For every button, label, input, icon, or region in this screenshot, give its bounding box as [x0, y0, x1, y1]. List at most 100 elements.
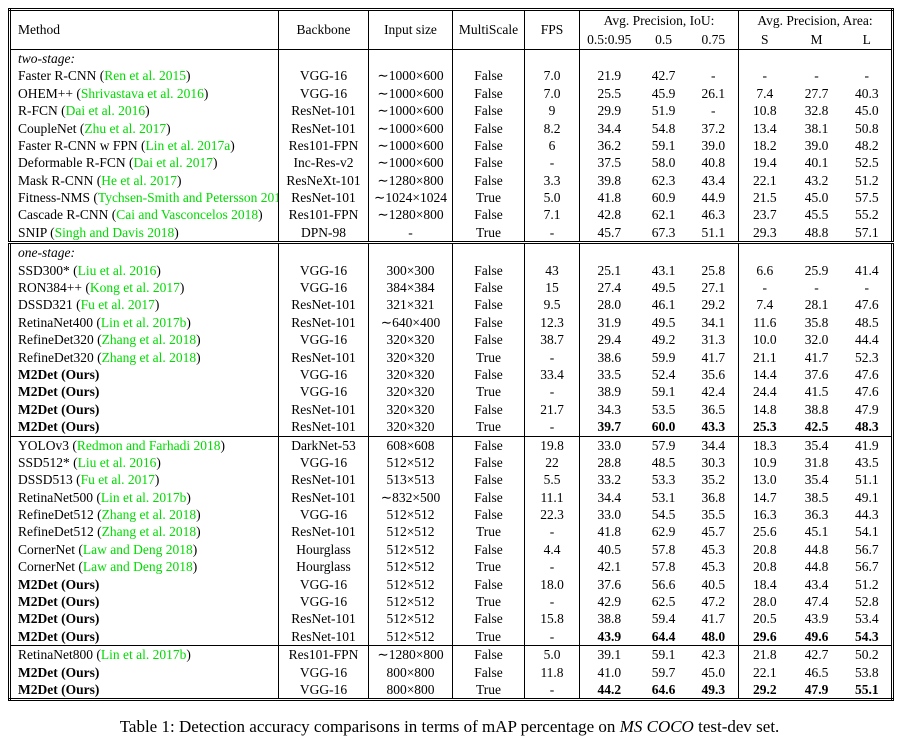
ap-iou-05-095-cell: 21.9 [579, 67, 639, 85]
citation-link[interactable]: He et al. 2017 [101, 172, 177, 188]
ap-iou-05-cell: 59.4 [651, 611, 676, 627]
multiscale-cell: True [452, 523, 525, 541]
fps-cell: - [524, 593, 580, 611]
ap-area-m-cell: 44.8 [804, 541, 829, 557]
fps-cell: 33.4 [524, 366, 580, 384]
backbone-cell: DPN-98 [278, 223, 369, 243]
citation-link[interactable]: Zhang et al. 2018 [101, 349, 197, 365]
citation-link[interactable]: Lin et al. 2017b [100, 314, 187, 330]
ap-area-s-cell: 25.6 [738, 523, 791, 541]
ap-area-s-cell: 29.6 [738, 627, 791, 646]
ap-area-m-cell: 45.5 [804, 207, 829, 223]
ap-iou-075-cell: 37.2 [701, 120, 726, 136]
ap-iou-075-cell: 45.3 [701, 559, 726, 575]
input-size-cell: ∼1000×600 [368, 119, 453, 137]
ap-area-m-cell: 49.6 [804, 628, 829, 644]
backbone-cell: ResNet-101 [278, 418, 369, 437]
citation-link[interactable]: Tychsen-Smith and Petersson 2018 [97, 190, 279, 206]
citation-link[interactable]: Fu et al. 2017 [80, 472, 155, 488]
table-row: Deformable R-FCN (Dai et al. 2017) Inc-Re… [10, 154, 893, 172]
citation-link[interactable]: Cai and Vasconcelos 2018 [116, 207, 259, 223]
backbone-cell: ResNet-101 [278, 400, 369, 419]
ap-area-l-cell: - [864, 68, 870, 84]
ap-iou-05-cell: 59.7 [651, 664, 676, 680]
input-size-cell: 384×384 [368, 279, 453, 297]
multiscale-cell: False [452, 313, 525, 332]
multiscale-cell: True [452, 681, 525, 700]
ap-iou-05-095-cell: 34.3 [579, 400, 639, 419]
citation-link[interactable]: Kong et al. 2017 [89, 280, 180, 296]
ap-area-l-cell: 41.4 [854, 262, 879, 278]
citation-link[interactable]: Liu et al. 2016 [77, 262, 157, 278]
citation-link[interactable]: Liu et al. 2016 [77, 454, 157, 470]
ap-iou-05-095-cell: 31.9 [579, 313, 639, 332]
col-header-area-m: M [790, 30, 843, 50]
section-label: two-stage: [18, 50, 75, 66]
caption-dataset-name: MS COCO [619, 717, 694, 737]
citation-link[interactable]: Zhang et al. 2018 [101, 507, 197, 523]
citation-link[interactable]: Law and Deng 2018 [82, 559, 193, 575]
backbone-cell: ResNet-101 [278, 296, 369, 314]
citation-link[interactable]: Law and Deng 2018 [82, 541, 193, 557]
citation-link[interactable]: Lin et al. 2017b [100, 647, 187, 663]
ap-iou-05-cell: 43.1 [651, 262, 676, 278]
caption-prefix: Table 1: Detection accuracy comparisons … [119, 717, 620, 737]
input-size-cell: 512×512 [368, 558, 453, 576]
ap-area-m-cell: 39.0 [804, 137, 829, 153]
table-row: M2Det (Ours) VGG-16 800×800 True -44.2 64.6 49… [10, 681, 893, 700]
backbone-cell: Hourglass [278, 540, 369, 559]
ap-area-m-cell: 43.4 [804, 576, 829, 592]
ap-area-s-cell: 21.1 [738, 348, 791, 367]
citation-link[interactable]: Redmon and Farhadi 2018 [76, 437, 221, 453]
ap-iou-05-cell: 53.3 [651, 472, 676, 488]
multiscale-cell: False [452, 575, 525, 594]
ap-area-m-cell: 46.5 [804, 664, 829, 680]
fps-cell: 38.7 [524, 331, 580, 349]
citation-link[interactable]: Zhang et al. 2018 [101, 524, 197, 540]
ap-iou-05-cell: 42.7 [651, 68, 676, 84]
citation-link[interactable]: Zhu et al. 2017 [84, 120, 167, 136]
ap-area-l-cell: 54.1 [854, 524, 879, 540]
ap-iou-05-cell: 49.2 [651, 332, 676, 348]
method-cell: M2Det (Ours) [18, 419, 100, 435]
citation-link[interactable]: Dai et al. 2016 [65, 103, 146, 119]
fps-cell: 11.1 [524, 488, 580, 507]
citation-link[interactable]: Lin et al. 2017b [100, 489, 187, 505]
table-row: RefineDet512 (Zhang et al. 2018) VGG-16 51… [10, 506, 893, 524]
empty-cell [790, 241, 843, 262]
citation-link[interactable]: Dai et al. 2017 [133, 155, 213, 171]
multiscale-cell: True [452, 418, 525, 437]
backbone-cell: Res101-FPN [278, 206, 369, 224]
fps-cell: 6 [524, 136, 580, 155]
table-row: RetinaNet500 (Lin et al. 2017b) ResNet-10… [10, 488, 893, 507]
col-header-area-l: L [842, 30, 893, 50]
ap-iou-05-095-cell: 44.2 [579, 681, 639, 700]
ap-iou-05-cell: 60.0 [651, 419, 676, 435]
empty-cell [452, 49, 525, 68]
ap-area-l-cell: 53.8 [854, 664, 879, 680]
group-header-precision-area: Avg. Precision, Area: [738, 9, 893, 30]
citation-link[interactable]: Ren et al. 2015 [104, 68, 186, 84]
ap-area-m-cell: 41.7 [804, 349, 829, 365]
citation-link[interactable]: Shrivastava et al. 2016 [80, 85, 204, 101]
fps-cell: 8.2 [524, 119, 580, 137]
ap-area-m-cell: 25.9 [804, 262, 829, 278]
ap-iou-05-cell: 57.9 [638, 435, 689, 454]
ap-iou-05-cell: 53.1 [651, 489, 676, 505]
ap-iou-075-cell: 41.7 [701, 349, 726, 365]
empty-cell [524, 241, 580, 262]
ap-iou-075-cell: 49.3 [701, 682, 726, 697]
fps-cell: - [524, 383, 580, 401]
citation-link[interactable]: Singh and Davis 2018 [54, 224, 175, 240]
citation-link[interactable]: Zhang et al. 2018 [101, 332, 197, 348]
citation-link[interactable]: Lin et al. 2017a [145, 137, 231, 153]
ap-iou-075-cell: 45.0 [701, 664, 726, 680]
method-cell: RetinaNet400 (Lin et al. 2017b) [18, 314, 191, 330]
citation-link[interactable]: Fu et al. 2017 [80, 297, 155, 313]
ap-area-l-cell: 47.6 [854, 384, 879, 400]
ap-iou-05-cell: 56.6 [651, 576, 676, 592]
table-row: CoupleNet (Zhu et al. 2017) ResNet-101 ∼10… [10, 119, 893, 137]
table-row: M2Det (Ours) ResNet-101 512×512 False 15.8 38… [10, 610, 893, 628]
ap-area-l-cell: 57.1 [854, 224, 879, 240]
ap-area-l-cell: 52.3 [854, 349, 879, 365]
